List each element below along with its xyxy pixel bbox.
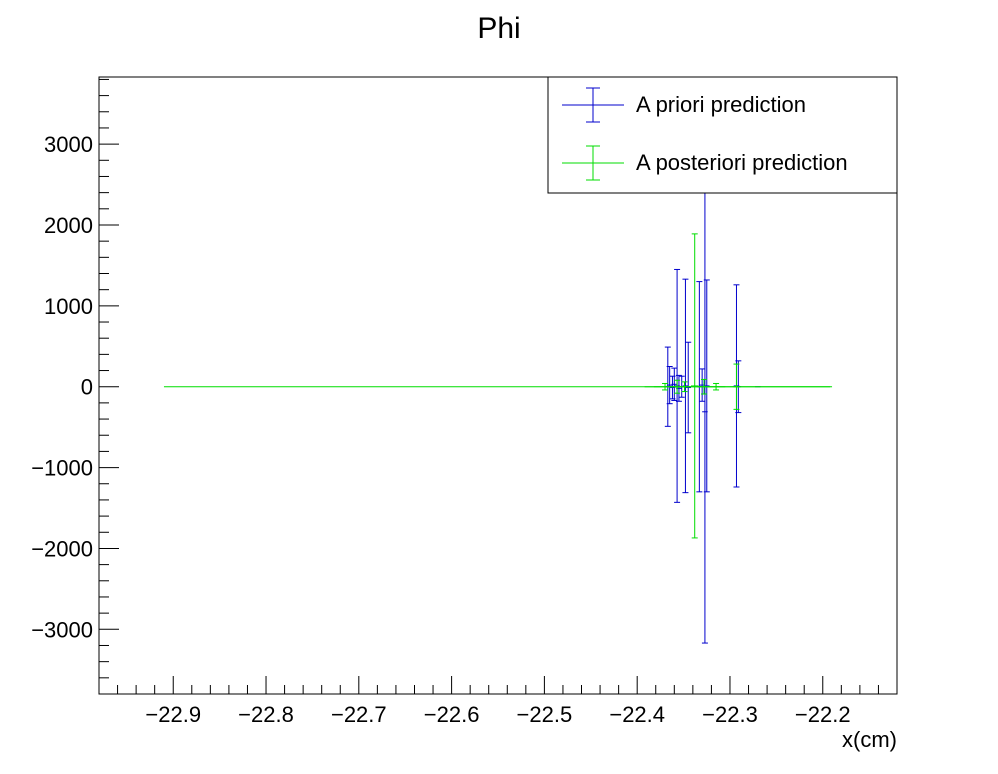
plot-frame — [98, 76, 898, 695]
y-tick-label: 1000 — [44, 294, 93, 319]
data-point — [685, 341, 692, 434]
legend-marker-a-posteriori — [562, 145, 624, 181]
x-tick-label: −22.2 — [795, 702, 851, 727]
data-point — [703, 279, 710, 493]
legend-label-a-posteriori: A posteriori prediction — [636, 150, 848, 175]
legend-entry-a-priori: A priori prediction — [562, 87, 806, 123]
y-tick-label: −3000 — [31, 617, 93, 642]
y-axis: −3000 −2000 −1000 0 1000 2000 3000 — [31, 78, 119, 695]
x-tick-label: −22.3 — [702, 702, 758, 727]
data-point — [682, 278, 689, 494]
x-tick-label: −22.9 — [145, 702, 201, 727]
data-point — [691, 233, 699, 539]
legend-label-a-priori: A priori prediction — [636, 92, 806, 117]
data-point — [666, 365, 673, 405]
legend-marker-a-priori — [562, 87, 624, 123]
y-tick-label: −1000 — [31, 456, 93, 481]
data-point — [671, 367, 678, 401]
legend-entry-a-posteriori: A posteriori prediction — [562, 145, 848, 181]
chart-title: Phi — [477, 12, 520, 45]
legend-box — [547, 76, 898, 194]
y-tick-label: −2000 — [31, 536, 93, 561]
x-tick-label: −22.5 — [517, 702, 573, 727]
y-tick-label: 0 — [81, 375, 93, 400]
x-tick-label: −22.7 — [331, 702, 387, 727]
data-point — [699, 368, 706, 402]
x-axis: −22.9 −22.8 −22.7 −22.6 −22.5 −22.4 −22.3 −22.2 — [98, 676, 898, 727]
x-tick-label: −22.6 — [424, 702, 480, 727]
plot-area — [98, 76, 898, 695]
series-1 — [163, 233, 833, 539]
x-tick-label: −22.4 — [609, 702, 665, 727]
y-tick-label: 3000 — [44, 132, 93, 157]
x-tick-label: −22.8 — [238, 702, 294, 727]
legend: A priori prediction A posteriori predict… — [547, 76, 898, 194]
x-axis-title: x(cm) — [842, 727, 897, 752]
y-tick-label: 2000 — [44, 213, 93, 238]
